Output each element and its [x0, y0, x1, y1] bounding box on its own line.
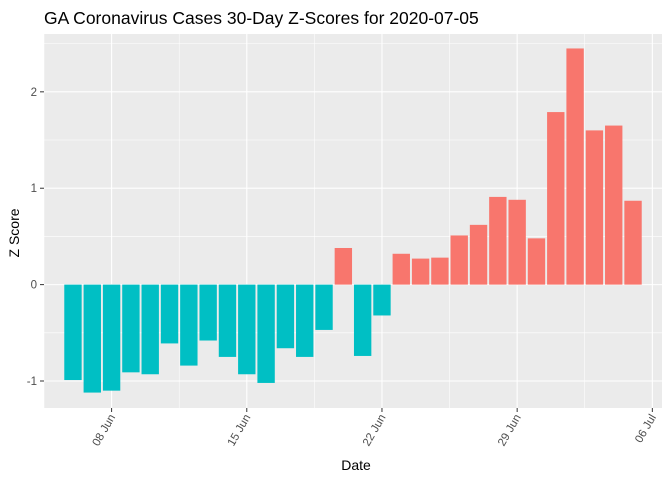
bars	[64, 48, 642, 393]
chart-title: GA Coronavirus Cases 30-Day Z-Scores for…	[44, 8, 479, 28]
y-axis: -1 0 1 2	[27, 87, 44, 388]
y-tick-label: 2	[31, 87, 37, 99]
x-tick-label: 22 Jun	[361, 413, 389, 449]
x-axis: 08 Jun 15 Jun 22 Jun 29 Jun 06 Jul	[91, 408, 659, 448]
bar	[373, 284, 391, 316]
bar	[180, 284, 198, 366]
bar	[411, 258, 430, 285]
bar	[547, 112, 565, 285]
bar	[315, 284, 333, 330]
bar	[276, 284, 295, 349]
bar	[605, 125, 623, 285]
bar	[334, 247, 353, 285]
bar	[585, 130, 604, 285]
bar	[141, 284, 159, 375]
bar	[83, 284, 101, 393]
y-tick-label: 0	[31, 280, 37, 292]
bar	[218, 284, 237, 357]
bar	[527, 238, 546, 285]
bar	[508, 199, 526, 285]
x-tick-label: 08 Jun	[91, 413, 119, 449]
bar	[102, 284, 121, 391]
bar	[160, 284, 179, 344]
bar	[392, 253, 410, 285]
bar	[566, 48, 584, 285]
x-tick-label: 29 Jun	[496, 413, 524, 449]
bar	[257, 284, 275, 383]
bar	[122, 284, 140, 373]
y-axis-title: Z Score	[6, 208, 22, 257]
y-tick-label: 1	[31, 183, 37, 195]
bar	[469, 224, 488, 285]
y-tick-label: -1	[27, 376, 37, 388]
bar	[353, 284, 372, 356]
bar	[450, 235, 468, 285]
x-axis-title: Date	[341, 457, 371, 473]
bar	[624, 200, 642, 285]
bar	[238, 284, 256, 375]
bar	[64, 284, 82, 381]
bar	[489, 196, 507, 285]
bar	[296, 284, 314, 357]
bar	[431, 257, 449, 285]
bar	[199, 284, 217, 341]
x-tick-label: 06 Jul	[633, 413, 659, 446]
x-tick-label: 15 Jun	[226, 413, 254, 449]
